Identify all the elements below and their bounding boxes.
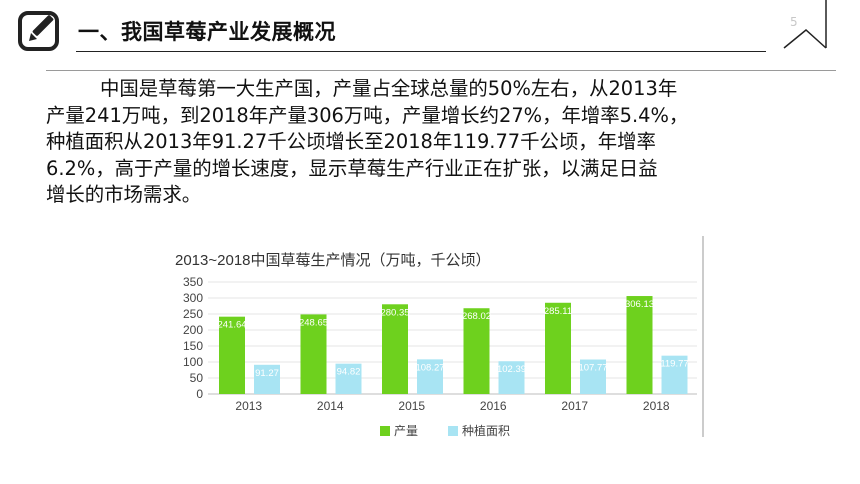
data-label: 108.27 [415, 362, 444, 373]
paragraph-line: 6.2%，高于产量的增长速度，显示草莓生产行业正在扩张，以满足日益 [46, 156, 658, 180]
paragraph-line: 种植面积从2013年91.27千公顷增长至2018年119.77千公顷，年增率 [46, 130, 656, 153]
bar-planting-area [417, 359, 443, 394]
bar-planting-area [498, 361, 525, 394]
bar-production [626, 296, 653, 394]
data-label: 91.27 [255, 368, 279, 379]
y-tick-label: 150 [183, 339, 203, 353]
y-tick-label: 300 [183, 291, 203, 305]
x-tick-label: 2013 [235, 399, 262, 413]
legend-label: 产量 [394, 424, 418, 438]
x-tick-label: 2014 [317, 399, 344, 413]
legend-swatch [380, 426, 390, 436]
legend-swatch [448, 426, 458, 436]
chart-title: 2013~2018中国草莓生产情况（万吨，千公顷） [175, 252, 491, 269]
y-tick-label: 50 [190, 371, 204, 385]
x-tick-label: 2016 [480, 399, 507, 413]
bar-production [463, 308, 490, 394]
x-tick-label: 2015 [398, 399, 425, 413]
bar-planting-area [254, 364, 280, 394]
y-tick-label: 0 [196, 387, 203, 401]
bar-planting-area [661, 355, 688, 394]
bar-planting-area [580, 359, 606, 394]
section-title: 一、我国草莓产业发展概况 [78, 20, 336, 44]
paragraph-line: 中国是草莓第一大生产国，产量占全球总量的50%左右，从2013年 [100, 77, 678, 100]
bar-production [545, 302, 571, 394]
data-label: 119.77 [660, 359, 688, 370]
intro-paragraph: 中国是草莓第一大生产国，产量占全球总量的50%左右，从2013年 产量241万吨… [46, 76, 836, 209]
edit-icon [18, 11, 59, 51]
bar-production [382, 304, 408, 394]
data-label: 280.35 [380, 307, 409, 318]
data-label: 285.11 [544, 306, 572, 317]
x-tick-label: 2018 [643, 399, 670, 413]
data-label: 241.64 [217, 320, 246, 331]
data-label: 94.82 [337, 367, 361, 378]
y-tick-label: 250 [183, 307, 203, 321]
paragraph-line: 产量241万吨，到2018年产量306万吨，产量增长约27%，年增率5.4%， [46, 103, 689, 127]
data-label: 306.13 [625, 299, 654, 310]
y-tick-label: 200 [183, 323, 203, 337]
data-label: 248.65 [299, 317, 328, 328]
bar-production [219, 316, 245, 394]
divider-line [46, 70, 836, 71]
data-label: 268.02 [462, 311, 491, 322]
x-tick-label: 2017 [561, 399, 588, 413]
bar-production [300, 314, 327, 394]
title-underline [76, 51, 766, 52]
paragraph-line: 增长的市场需求。 [46, 183, 202, 206]
data-label: 102.39 [497, 364, 526, 375]
legend-label: 种植面积 [462, 423, 510, 438]
data-label: 107.77 [578, 363, 607, 374]
bar-planting-area [335, 363, 362, 394]
page-number: 5 [790, 15, 798, 29]
y-tick-label: 350 [183, 275, 203, 289]
page-corner-decoration [783, 0, 827, 49]
y-tick-label: 100 [183, 355, 203, 369]
